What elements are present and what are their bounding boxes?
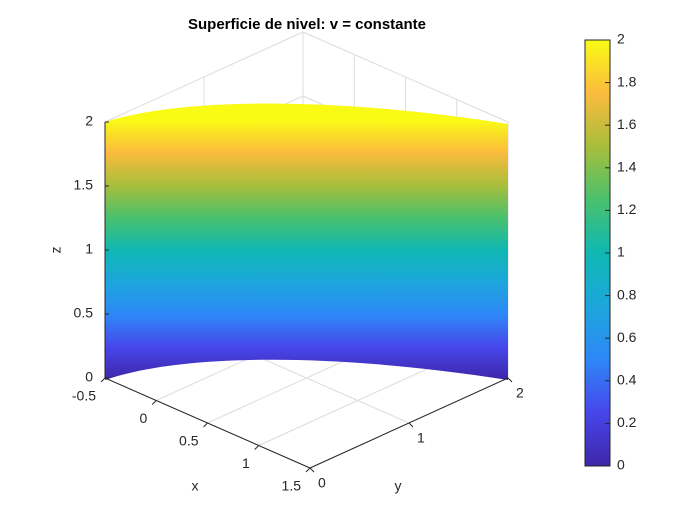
z-tick-label: 0.5: [74, 305, 94, 321]
colorbar-tick-label: 1: [617, 244, 625, 260]
level-surface: [105, 103, 508, 380]
y-tick: [507, 377, 513, 383]
colorbar-tick-label: 1.2: [617, 201, 637, 217]
colorbar-tick-label: 1.6: [617, 116, 637, 132]
z-tick-label: 1: [85, 241, 93, 257]
x-tick: [254, 445, 260, 450]
colorbar-tick-label: 0.6: [617, 329, 637, 345]
colorbar-tick-label: 0: [617, 457, 625, 473]
z-tick-label: 2: [85, 113, 93, 129]
x-tick-label: -0.5: [72, 388, 96, 404]
colorbar-tick-label: 0.4: [617, 372, 637, 388]
z-tick-label: 0: [85, 369, 93, 385]
y-tick: [309, 467, 315, 473]
x-tick: [151, 400, 157, 405]
z-tick-label: 1.5: [74, 177, 94, 193]
y-axis-label: y: [395, 478, 402, 494]
x-tick-label: 0.5: [179, 433, 199, 449]
colorbar-tick-label: 0.2: [617, 414, 637, 430]
z-axis-label: z: [48, 247, 64, 254]
colorbar-tick-label: 1.4: [617, 159, 637, 175]
colorbar-tick-label: 1.8: [617, 73, 637, 89]
grid-line: [104, 31, 304, 123]
colorbar-tick-label: 0.8: [617, 286, 637, 302]
x-tick: [203, 422, 208, 428]
y-tick-label: 1: [417, 430, 425, 446]
x-tick-label: 1: [242, 455, 250, 471]
x-axis-label: x: [192, 478, 199, 494]
chart-title: Superficie de nivel: v = constante: [188, 16, 426, 33]
x-tick: [305, 467, 311, 473]
axis-layer: -0.5 0 0.5 1 1.5 0 1 2 0 0.5 1 1.5 2: [72, 113, 524, 494]
y-tick-label: 0: [318, 475, 326, 491]
grid-line: [258, 355, 457, 446]
x-tick: [100, 377, 106, 383]
grid-line: [302, 31, 509, 123]
x-tick-label: 0: [139, 410, 147, 426]
y-tick: [408, 422, 414, 428]
x-tick-label: 1.5: [282, 478, 302, 494]
colorbar-tick-label: 2: [617, 31, 625, 47]
y-tick-label: 2: [516, 385, 524, 401]
